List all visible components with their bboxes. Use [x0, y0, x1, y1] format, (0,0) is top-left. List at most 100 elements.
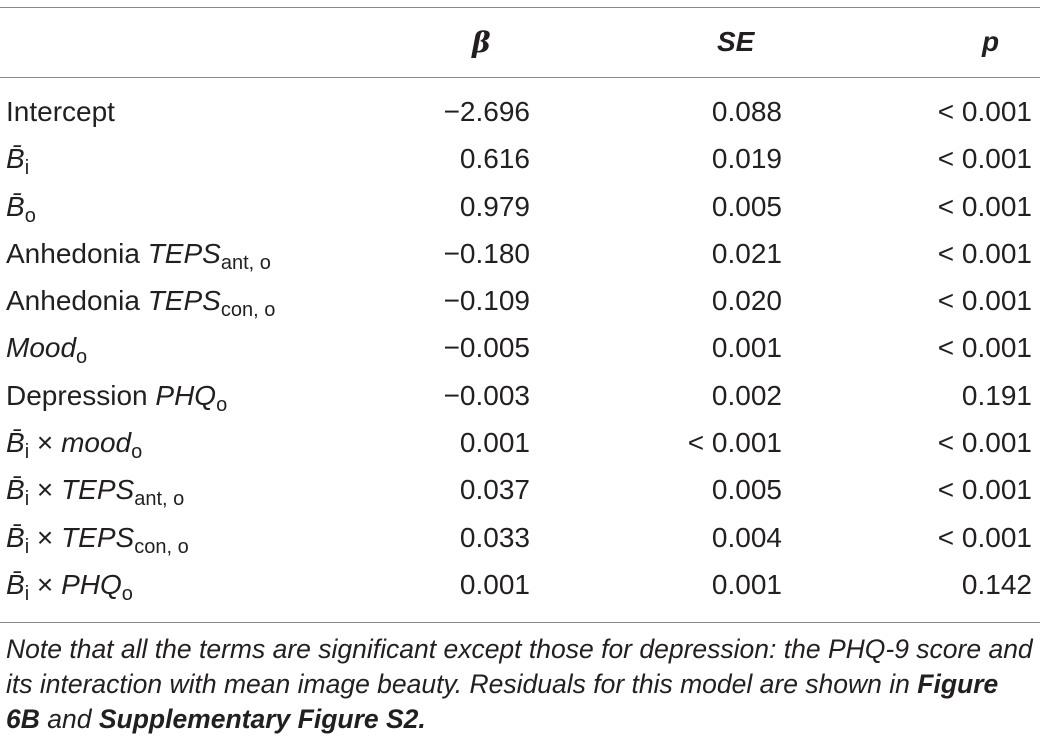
term-subscript: con, o [220, 299, 276, 322]
p-cell: < 0.001 [937, 190, 1032, 222]
term-symbol: B̄ [6, 190, 25, 222]
figure-reference[interactable]: Figure 6B [6, 669, 999, 734]
beta-cell: 0.001 [459, 427, 530, 459]
term-cell: B̄i × PHQo [6, 568, 133, 604]
top-rule [0, 7, 1040, 8]
p-cell: 0.142 [961, 568, 1032, 600]
header-se: SE [717, 26, 755, 57]
term-cell: Depression PHQo [6, 379, 227, 415]
table-header: β SE p [0, 22, 1040, 62]
term-subscript: i [24, 535, 30, 558]
se-cell: 0.020 [711, 285, 782, 317]
table-row: B̄o 0.979 0.005 < 0.001 [0, 183, 1040, 230]
term-symbol: B̄ [6, 568, 25, 600]
term-text: Anhedonia [6, 237, 148, 269]
se-cell: 0.002 [711, 379, 782, 411]
bottom-rule [0, 622, 1040, 623]
term-cell: B̄i × TEPSant, o [6, 474, 184, 509]
se-cell: 0.021 [711, 237, 782, 269]
term-symbol: TEPS [147, 285, 221, 317]
term-subscript: ant, o [220, 251, 271, 274]
term-text: Anhedonia [6, 285, 148, 317]
supplementary-figure-reference[interactable]: Supplementary Figure S2. [98, 704, 426, 734]
beta-cell: 0.001 [459, 568, 530, 600]
times-sign: × [29, 474, 62, 506]
term-symbol: Mood [6, 332, 77, 364]
p-cell: < 0.001 [937, 474, 1032, 506]
table-row: Moodo −0.005 0.001 < 0.001 [0, 324, 1040, 371]
p-cell: < 0.001 [937, 96, 1032, 127]
term-symbol: B̄ [6, 143, 25, 175]
beta-cell: −2.696 [443, 96, 530, 127]
term-symbol: PHQ [155, 379, 217, 411]
se-cell: 0.004 [711, 521, 782, 553]
term-symbol: B̄ [6, 521, 25, 553]
term-subscript: i [24, 488, 30, 511]
table-row: B̄i × moodo 0.001 < 0.001 < 0.001 [0, 419, 1040, 466]
header-rule [0, 77, 1040, 78]
table-row: Anhedonia TEPScon, o −0.109 0.020 < 0.00… [0, 277, 1040, 324]
term-subscript: ant, o [134, 488, 185, 511]
table-row: B̄i × PHQo 0.001 0.001 0.142 [0, 561, 1040, 608]
table-row: B̄i 0.616 0.019 < 0.001 [0, 135, 1040, 182]
term-cell: B̄i × moodo [6, 427, 142, 462]
beta-cell: −0.109 [443, 285, 530, 317]
beta-cell: 0.616 [459, 143, 530, 175]
header-beta: β [472, 26, 491, 59]
term-symbol: TEPS [61, 474, 135, 506]
p-cell: < 0.001 [937, 285, 1032, 317]
p-cell: < 0.001 [937, 332, 1032, 364]
term-subscript: i [24, 441, 30, 464]
table-row: Intercept −2.696 0.088 < 0.001 [0, 88, 1040, 135]
term-cell: B̄i × TEPScon, o [6, 521, 189, 557]
beta-cell: 0.033 [459, 521, 530, 553]
beta-cell: 0.979 [459, 190, 530, 222]
term-subscript: con, o [134, 535, 189, 558]
table-body: Intercept −2.696 0.088 < 0.001 B̄i 0.616… [0, 88, 1040, 608]
beta-cell: −0.003 [443, 379, 530, 411]
beta-cell: 0.037 [459, 474, 530, 506]
times-sign: × [29, 521, 62, 553]
se-cell: 0.005 [711, 474, 782, 506]
term-subscript: o [121, 582, 133, 605]
term-text: Depression [6, 379, 156, 411]
term-subscript: o [76, 346, 88, 369]
term-cell: Intercept [6, 96, 115, 128]
term-cell: B̄o [6, 190, 36, 226]
term-cell: Moodo [6, 332, 87, 367]
times-sign: × [29, 427, 62, 459]
term-symbol: PHQ [61, 568, 122, 600]
header-p: p [982, 26, 1000, 57]
table-row: Anhedonia TEPSant, o −0.180 0.021 < 0.00… [0, 230, 1040, 277]
se-cell: 0.001 [711, 332, 782, 364]
term-symbol: mood [61, 427, 132, 459]
term-symbol: B̄ [6, 474, 25, 506]
p-cell: < 0.001 [937, 237, 1032, 269]
se-cell: 0.088 [711, 96, 782, 127]
table-row: Depression PHQo −0.003 0.002 0.191 [0, 372, 1040, 419]
beta-cell: −0.005 [443, 332, 530, 364]
times-sign: × [29, 568, 62, 600]
p-cell: < 0.001 [937, 143, 1032, 175]
term-cell: Anhedonia TEPScon, o [6, 285, 275, 320]
beta-cell: −0.180 [443, 237, 530, 269]
term-subscript: o [131, 441, 143, 464]
term-cell: Anhedonia TEPSant, o [6, 237, 271, 273]
term-symbol: TEPS [147, 237, 221, 269]
term-subscript: i [24, 157, 30, 180]
se-cell: 0.019 [711, 143, 782, 175]
term-cell: B̄i [6, 143, 29, 178]
p-cell: < 0.001 [937, 427, 1032, 459]
term-subscript: o [216, 393, 228, 416]
term-subscript: i [24, 582, 30, 605]
term-text: Intercept [6, 96, 115, 127]
table-footnote: Note that all the terms are significant … [6, 632, 1036, 737]
se-cell: < 0.001 [687, 427, 782, 459]
term-subscript: o [24, 204, 36, 227]
se-cell: 0.005 [711, 190, 782, 222]
table-row: B̄i × TEPSant, o 0.037 0.005 < 0.001 [0, 466, 1040, 513]
p-cell: < 0.001 [937, 521, 1032, 553]
footnote-text: and [39, 704, 99, 734]
term-symbol: B̄ [6, 427, 25, 459]
